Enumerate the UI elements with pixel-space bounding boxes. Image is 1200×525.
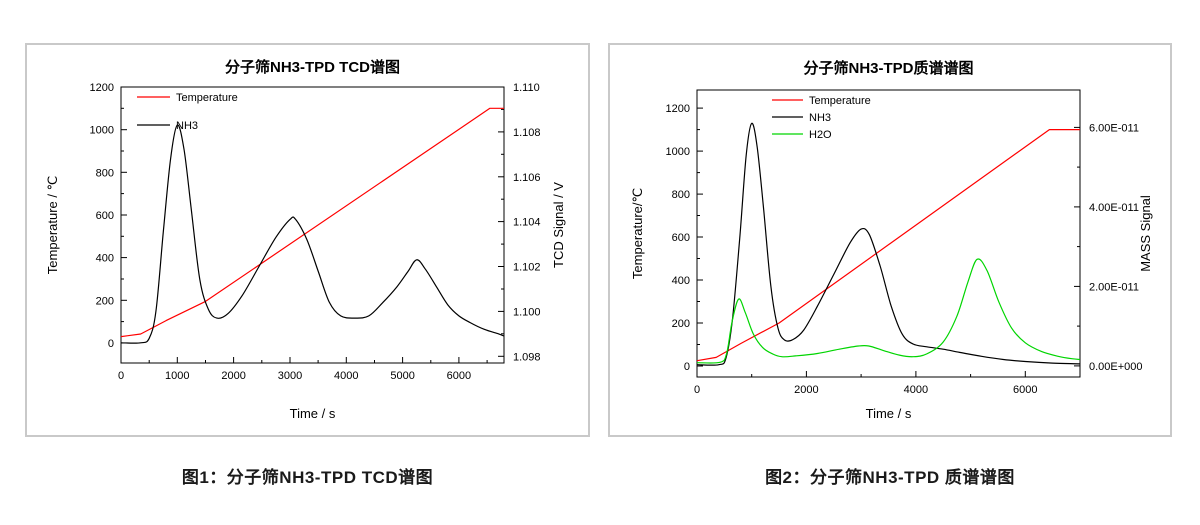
x-tick-label: 6000 [447,370,471,382]
y-right-tick-label: 1.100 [513,306,541,318]
legend-label: H2O [809,129,832,141]
y-left-tick-label: 400 [672,275,690,287]
y-left-tick-label: 200 [672,318,690,330]
plot-border [120,86,505,364]
legend-label: Temperature [809,95,871,107]
x-tick-label: 3000 [278,370,302,382]
x-tick-label: 2000 [794,384,818,396]
y-left-tick-label: 1000 [666,146,690,158]
chart-title: 分子筛NH3-TPD质谱谱图 [803,59,973,77]
x-tick-label: 4000 [904,384,928,396]
x-tick-label: 5000 [390,370,414,382]
y-right-tick-label: 1.104 [513,217,541,229]
y-left-tick-label: 400 [96,253,114,265]
mass-chart: 分子筛NH3-TPD质谱谱图 0 2000 4000 6000 0 200 400 600 800… [630,59,1153,421]
x-tick-label: 0 [118,370,124,382]
y-right-axis-title: TCD Signal / V [551,182,566,268]
y-left-tick-label: 600 [96,210,114,222]
series-temperature [120,107,504,338]
y-right-tick-label: 1.098 [513,351,541,363]
legend-label: Temperature [176,92,238,104]
y-left-tick-label: 0 [684,361,690,373]
y-left-tick-label: 800 [672,189,690,201]
y-left-tick-label: 600 [672,232,690,244]
figure-caption-2: 图2：分子筛NH3-TPD 质谱谱图 [765,468,1015,487]
y-left-tick-label: 1200 [666,103,690,115]
y-left-tick-label: 200 [96,295,114,307]
figure-panel-2: 分子筛NH3-TPD质谱谱图 0 2000 4000 6000 0 200 400 600 800… [608,43,1172,437]
x-tick-label: 6000 [1013,384,1037,396]
y-right-tick-label: 2.00E-011 [1089,281,1139,293]
y-right-tick-label: 1.102 [513,262,541,274]
y-right-tick-label: 4.00E-011 [1089,202,1139,214]
y-left-tick-label: 0 [108,338,114,350]
x-axis-title: Time / s [290,406,336,421]
y-right-tick-label: 1.108 [513,127,541,139]
y-left-axis-title: Temperature / ℃ [45,176,60,274]
x-tick-label: 2000 [221,370,245,382]
series-nh3 [696,122,1081,366]
y-right-tick-label: 1.106 [513,172,541,184]
y-left-tick-label: 800 [96,167,114,179]
plot-border [696,89,1081,378]
y-left-tick-label: 1200 [90,82,114,94]
y-right-axis-title: MASS Signal [1138,195,1153,272]
series-nh3 [120,124,505,344]
y-right-tick-label: 6.00E-011 [1089,122,1139,134]
x-axis-title: Time / s [866,406,912,421]
series-temperature [696,129,1080,362]
x-tick-label: 0 [694,384,700,396]
y-left-axis-title: Temperature/℃ [630,188,645,279]
legend-label: NH3 [176,120,198,132]
y-right-tick-label: 1.110 [513,82,540,94]
y-right-tick-label: 0.00E+000 [1089,361,1143,373]
x-tick-label: 4000 [334,370,358,382]
legend-label: NH3 [809,112,831,124]
x-tick-label: 1000 [165,370,189,382]
figure-panel-1: 分子筛NH3-TPD TCD谱图 0 1000 2000 3000 4000 5000 600… [25,43,590,437]
chart-title: 分子筛NH3-TPD TCD谱图 [225,58,400,76]
figure-caption-1: 图1：分子筛NH3-TPD TCD谱图 [181,468,434,487]
y-left-tick-label: 1000 [90,125,114,137]
series-h2o [696,258,1081,364]
